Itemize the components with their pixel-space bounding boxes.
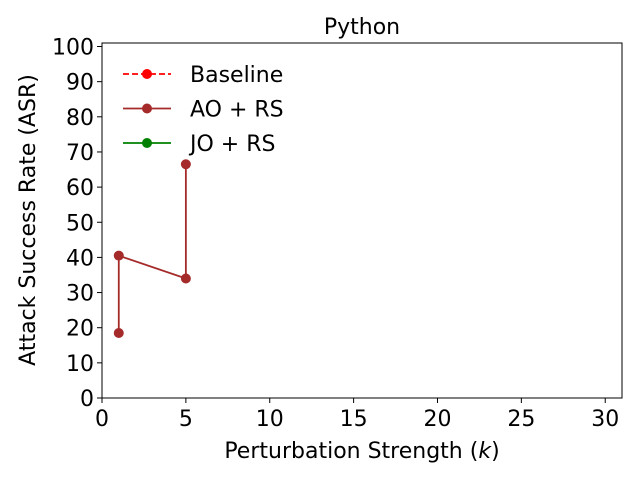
legend-marker xyxy=(142,69,152,79)
x-axis: 0 5 10 15 20 25 30 xyxy=(95,398,619,432)
y-tick-label: 0 xyxy=(80,387,94,412)
plot-frame xyxy=(101,42,623,399)
x-tick-label: 10 xyxy=(256,407,284,432)
legend-label: Baseline xyxy=(190,63,283,88)
legend-marker xyxy=(142,138,152,148)
chart-title: Python xyxy=(324,15,400,40)
y-tick-label: 50 xyxy=(66,211,94,236)
y-tick-label: 80 xyxy=(66,106,94,131)
legend-marker xyxy=(142,103,152,114)
y-tick-label: 70 xyxy=(66,141,94,166)
data-point xyxy=(180,273,191,284)
y-tick-label: 10 xyxy=(66,352,94,377)
y-tick-label: 40 xyxy=(66,246,94,271)
legend: Baseline AO + RS JO + RS xyxy=(123,63,284,157)
y-axis: 0 10 20 30 40 50 60 70 80 90 100 xyxy=(52,36,102,412)
x-tick-label: 0 xyxy=(95,407,109,432)
x-axis-label: Perturbation Strength (k) xyxy=(224,439,499,464)
y-tick-label: 90 xyxy=(66,71,94,96)
legend-label: AO + RS xyxy=(190,98,284,123)
y-tick-label: 60 xyxy=(66,176,94,201)
plot-content xyxy=(113,159,191,338)
y-tick-label: 20 xyxy=(66,317,94,342)
x-tick-label: 25 xyxy=(507,407,535,432)
x-tick-label: 20 xyxy=(423,407,451,432)
y-tick-label: 100 xyxy=(52,36,94,61)
data-point xyxy=(113,327,124,338)
data-point xyxy=(180,159,191,170)
series-line-1 xyxy=(117,164,187,333)
x-tick-label: 5 xyxy=(179,407,193,432)
legend-label: JO + RS xyxy=(188,132,275,157)
data-point xyxy=(113,250,124,261)
x-tick-label: 30 xyxy=(591,407,619,432)
y-axis-label: Attack Success Rate (ASR) xyxy=(16,74,41,366)
y-tick-label: 30 xyxy=(66,282,94,307)
x-tick-label: 15 xyxy=(340,407,368,432)
